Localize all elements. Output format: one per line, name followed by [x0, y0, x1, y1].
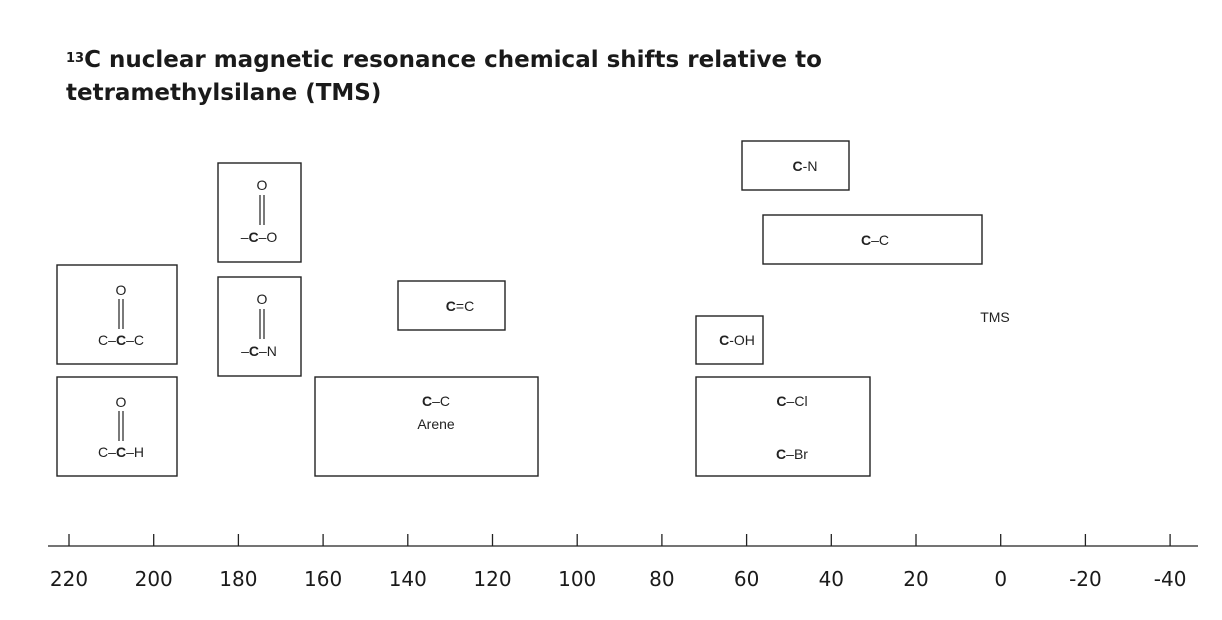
arene-word: Arene	[417, 416, 455, 432]
x-tick-label: 40	[819, 567, 844, 591]
x-tick-label: 100	[558, 567, 596, 591]
arene-label: C–C	[422, 393, 450, 409]
ketone-label: C–C–C	[98, 332, 144, 348]
x-tick-label: 220	[50, 567, 88, 591]
c-br-label: C–Br	[776, 446, 808, 462]
x-tick-label: 20	[903, 567, 928, 591]
x-axis-ticks: 220 200 180 160 140 120 100 80 60 40 20 0 -20 -40	[50, 534, 1187, 591]
x-tick-label: -20	[1069, 567, 1102, 591]
c-n-label: C-N	[793, 158, 818, 174]
ketone-range-box	[56, 264, 178, 365]
x-tick-label: 120	[473, 567, 511, 591]
x-tick-label: -40	[1154, 567, 1187, 591]
aldehyde-label: C–C–H	[98, 444, 144, 460]
ester-oxygen-label: O	[257, 177, 268, 193]
x-tick-label: 140	[389, 567, 427, 591]
amide-range-box	[217, 276, 302, 377]
x-tick-label: 160	[304, 567, 342, 591]
aldehyde-range-box	[56, 376, 178, 477]
x-tick-label: 80	[649, 567, 674, 591]
tms-label: TMS	[980, 309, 1010, 325]
c-oh-label: C-OH	[719, 332, 755, 348]
c-oh-range-box	[695, 315, 764, 365]
ester-label: –C–O	[241, 229, 278, 245]
title-superscript: 13	[66, 51, 85, 66]
ketone-oxygen-label: O	[116, 282, 127, 298]
amide-oxygen-label: O	[257, 291, 268, 307]
c-halogen-range-box	[695, 376, 871, 477]
c-cl-label: C–Cl	[776, 393, 807, 409]
c-c-label: C–C	[861, 232, 889, 248]
c-c-range-box	[762, 214, 983, 265]
title-line1: C nuclear magnetic resonance chemical sh…	[84, 47, 822, 73]
title-line2: tetramethylsilane (TMS)	[66, 80, 382, 106]
x-tick-label: 0	[994, 567, 1007, 591]
aldehyde-oxygen-label: O	[116, 394, 127, 410]
amide-label: –C–N	[241, 343, 277, 359]
chart-title: 13C nuclear magnetic resonance chemical …	[66, 44, 1066, 110]
arene-range-box	[314, 376, 539, 477]
alkene-label: C=C	[446, 298, 474, 314]
x-tick-label: 180	[219, 567, 257, 591]
c-n-range-box	[741, 140, 850, 191]
ester-range-box	[217, 162, 302, 263]
alkene-range-box	[397, 280, 506, 331]
x-tick-label: 60	[734, 567, 759, 591]
x-tick-label: 200	[135, 567, 173, 591]
